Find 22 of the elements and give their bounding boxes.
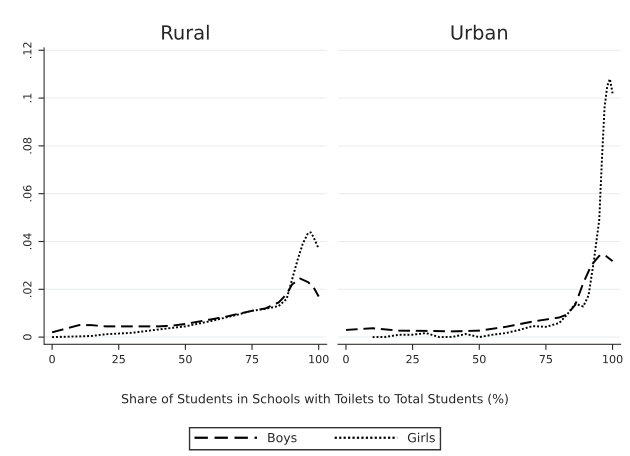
x-tick-label: 25 bbox=[112, 354, 125, 364]
x-tick-label: 0 bbox=[49, 354, 55, 364]
x-tick-label: 50 bbox=[473, 354, 486, 364]
x-tick-label: 25 bbox=[406, 354, 419, 364]
y-tick-label: 0 bbox=[23, 334, 32, 340]
x-tick-label: 0 bbox=[343, 354, 349, 364]
x-tick-label: 100 bbox=[603, 354, 622, 364]
chart-title: Urban bbox=[452, 24, 508, 40]
y-tick-label: .12 bbox=[23, 42, 32, 58]
y-tick-label: .02 bbox=[23, 282, 32, 297]
x-tick-label: 100 bbox=[309, 354, 329, 364]
y-tick-label: .1 bbox=[23, 94, 32, 102]
x-tick-label: 50 bbox=[179, 354, 192, 364]
legend-label: Girls bbox=[408, 432, 435, 442]
x-tick-label: 75 bbox=[246, 355, 258, 364]
chart-title: Rural bbox=[162, 24, 209, 40]
x-axis-title: Share of Students in Schools with Toilets to Total Students (%) bbox=[122, 394, 508, 405]
text: Boys bbox=[268, 433, 297, 445]
y-tick-label: .08 bbox=[23, 138, 32, 154]
y-tick-label: .04 bbox=[23, 233, 32, 250]
x-tick-label: 75 bbox=[540, 355, 552, 364]
y-tick-label: .06 bbox=[23, 186, 32, 202]
